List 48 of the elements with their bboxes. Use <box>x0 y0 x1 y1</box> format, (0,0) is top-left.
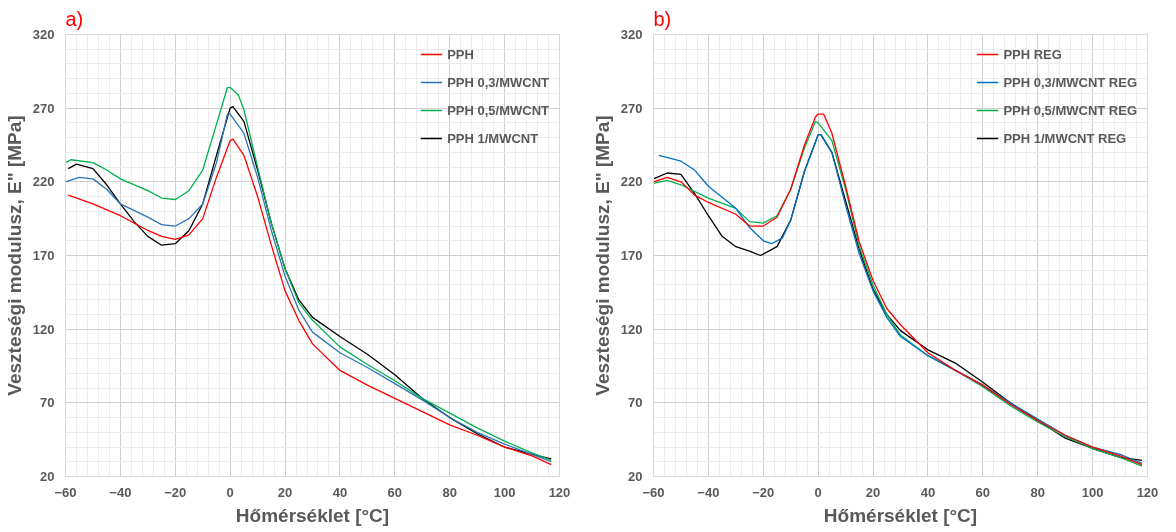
legend-label: PPH <box>447 46 474 62</box>
x-tick-label: 100 <box>1081 484 1104 500</box>
y-axis-title: Veszteségi modulusz, E" [MPa] <box>591 115 613 396</box>
x-tick-label: 120 <box>548 484 571 500</box>
x-tick-label: 60 <box>975 484 991 500</box>
y-tick-label: 170 <box>32 248 55 263</box>
x-tick-label: −60 <box>54 484 77 500</box>
x-tick-label: 40 <box>332 484 348 500</box>
x-tick-label: 120 <box>1136 484 1159 500</box>
chart-title: a) <box>65 7 84 30</box>
legend-label: PPH 0,5/MWCNT <box>447 102 549 118</box>
legend-label: PPH 1/MWCNT <box>447 130 539 146</box>
legend-label: PPH 1/MWCNT REG <box>1003 130 1127 146</box>
x-tick-label: −20 <box>164 484 187 500</box>
legend-label: PPH 0,3/MWCNT <box>447 74 549 90</box>
x-tick-label: 80 <box>442 484 457 500</box>
y-tick-label: 320 <box>620 27 643 42</box>
x-tick-label: 60 <box>387 484 403 500</box>
y-tick-label: 270 <box>32 100 55 116</box>
x-tick-label: 40 <box>920 484 936 500</box>
x-axis-title: Hőmérséklet [°C] <box>823 504 978 526</box>
x-tick-label: 0 <box>814 484 822 500</box>
y-tick-label: 270 <box>620 100 643 116</box>
y-tick-label: 220 <box>32 174 55 190</box>
legend-label: PPH REG <box>1003 46 1062 62</box>
x-tick-label: 20 <box>865 484 881 500</box>
y-tick-label: 120 <box>32 321 55 337</box>
y-tick-label: 120 <box>620 321 643 337</box>
x-axis-title: Hőmérséklet [°C] <box>235 504 390 526</box>
y-tick-label: 70 <box>40 395 55 411</box>
x-tick-label: −40 <box>109 484 132 500</box>
y-tick-label: 170 <box>620 248 643 263</box>
y-tick-label: 220 <box>620 174 643 190</box>
x-tick-label: −40 <box>697 484 720 500</box>
x-tick-label: −60 <box>642 484 665 500</box>
x-tick-label: 100 <box>493 484 516 500</box>
legend-label: PPH 0,3/MWCNT REG <box>1003 74 1137 90</box>
x-tick-label: −20 <box>752 484 775 500</box>
y-tick-label: 20 <box>40 469 55 484</box>
x-tick-label: 20 <box>277 484 293 500</box>
y-axis-title: Veszteségi modulusz, E" [MPa] <box>3 115 25 396</box>
y-tick-label: 70 <box>628 395 643 411</box>
y-tick-label: 20 <box>628 469 643 484</box>
legend-label: PPH 0,5/MWCNT REG <box>1003 102 1137 118</box>
x-tick-label: 0 <box>226 484 234 500</box>
y-tick-label: 320 <box>32 27 55 42</box>
chart-title: b) <box>653 7 672 30</box>
x-tick-label: 80 <box>1030 484 1045 500</box>
